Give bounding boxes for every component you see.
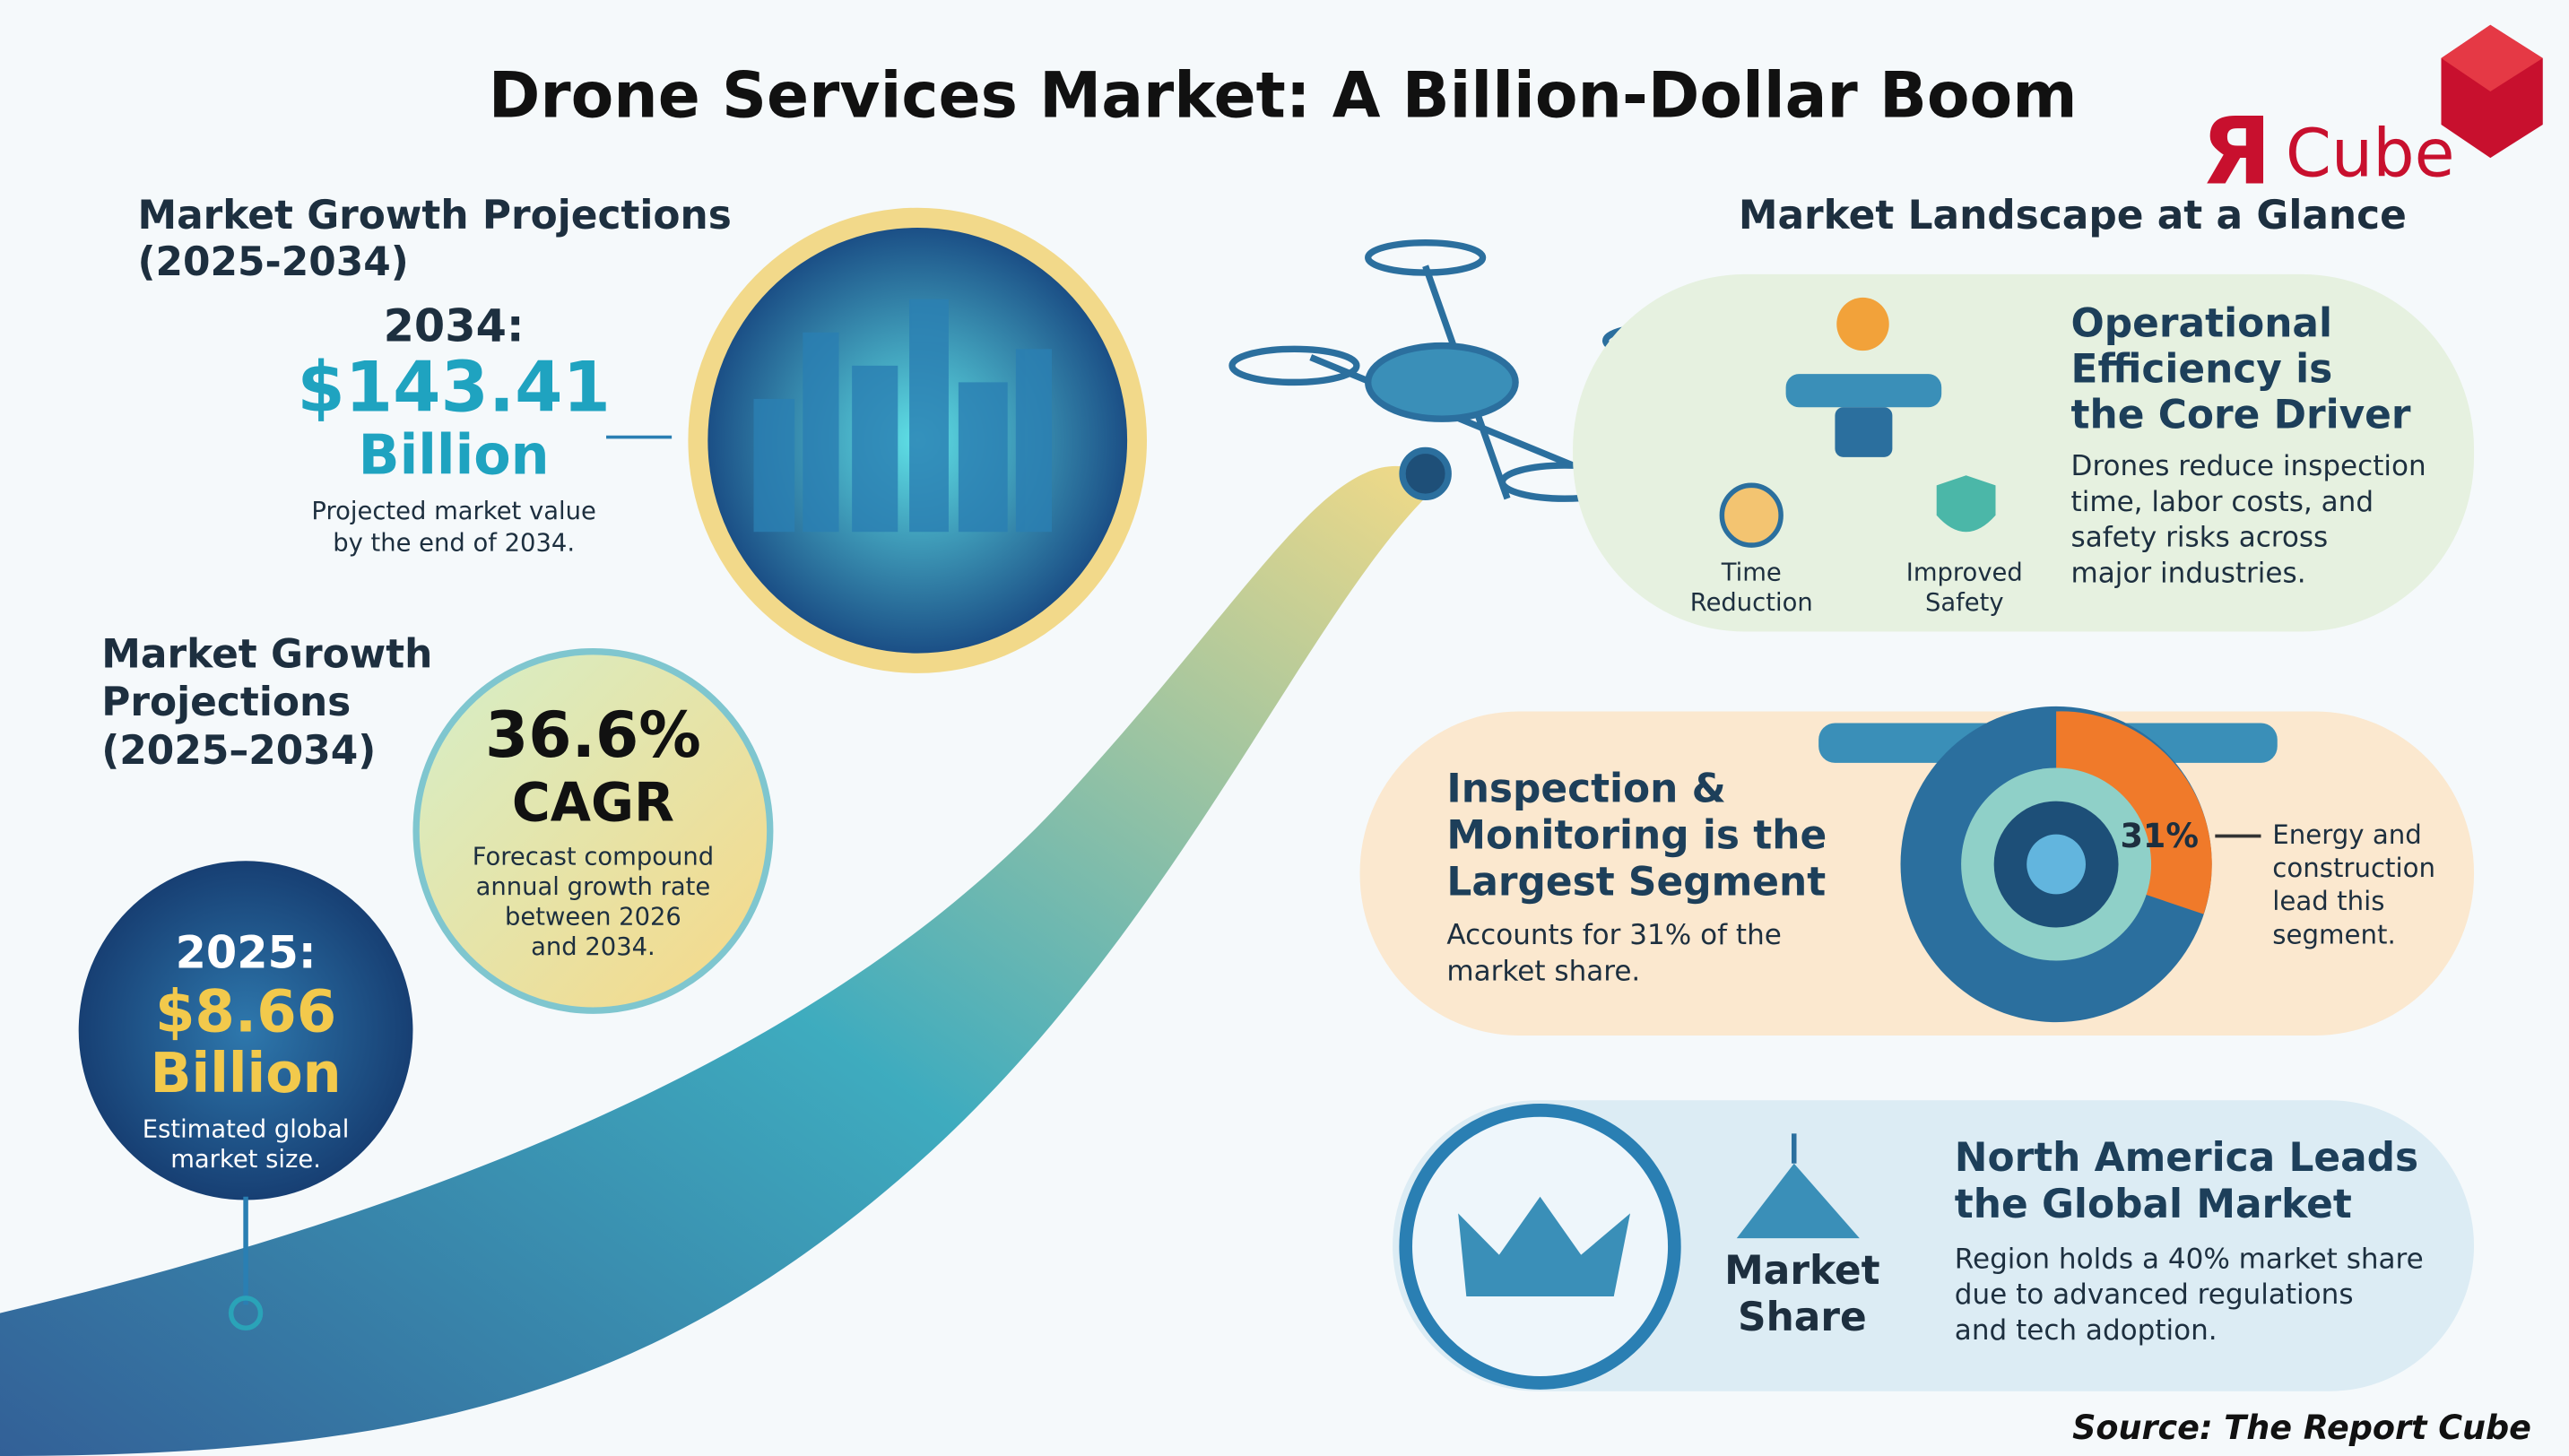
market-share-icon	[1399, 1103, 1860, 1390]
badge: Share	[1738, 1295, 1867, 1340]
unit: Billion	[151, 1043, 342, 1106]
card-text: Region holds a 40% market share	[1955, 1243, 2424, 1275]
card-text: Drones reduce inspection	[2071, 450, 2426, 482]
amount: $143.41	[297, 347, 611, 429]
note: market size.	[170, 1144, 321, 1174]
card-title: Inspection &	[1446, 766, 1725, 811]
efficiency-icons	[1719, 297, 1996, 548]
logo-mark: Я	[2201, 98, 2272, 206]
heading: (2025–2034)	[101, 728, 376, 774]
note: between 2026	[505, 901, 681, 931]
callout: construction	[2272, 853, 2435, 883]
year: 2034:	[384, 299, 525, 351]
segment-camera	[1818, 706, 2278, 1023]
cagr-rate: 36.6%	[485, 699, 701, 773]
card-text: time, labor costs, and	[2071, 486, 2374, 518]
heading: Market Growth Projections	[137, 193, 731, 238]
cagr-circle	[412, 648, 774, 1014]
card-text: major industries.	[2071, 557, 2306, 589]
unit: Billion	[359, 424, 550, 488]
year: 2025:	[176, 926, 317, 978]
title: Drone Services Market: A Billion-Dollar …	[489, 59, 2078, 133]
badge: 31%	[2120, 817, 2198, 855]
card-text: market share.	[1446, 955, 1640, 987]
callout: Energy and	[2272, 819, 2422, 850]
note: Projected market value	[311, 496, 595, 525]
source: Source: The Report Cube	[2072, 1408, 2531, 1447]
amount: $8.66	[155, 978, 336, 1046]
card-title: Efficiency is	[2071, 346, 2333, 392]
cagr-label: CAGR	[512, 771, 674, 834]
callout: lead this	[2272, 886, 2384, 916]
note: Estimated global	[143, 1114, 350, 1144]
heading: Market Growth	[101, 631, 432, 677]
note: annual growth rate	[476, 871, 711, 901]
connector-dot	[228, 1296, 264, 1331]
flight-swoosh	[0, 465, 1442, 1456]
logo-cube	[2441, 24, 2543, 159]
callout: segment.	[2272, 919, 2395, 949]
icon-label: Time	[1721, 557, 1782, 586]
circle-2025	[78, 861, 413, 1200]
icon-label: Reduction	[1690, 587, 1813, 617]
heading: Market Landscape at a Glance	[1739, 193, 2407, 238]
icon-label: Improved	[1906, 557, 2023, 586]
card-title: Monitoring is the	[1446, 812, 1827, 858]
heading: (2025-2034)	[137, 239, 408, 285]
card-efficiency	[1573, 273, 2475, 632]
icon-label: Safety	[1925, 587, 2004, 617]
note: by the end of 2034.	[333, 527, 575, 557]
note: Forecast compound	[473, 841, 714, 871]
card-title: North America Leads	[1955, 1135, 2418, 1181]
card-text: due to advanced regulations	[1955, 1278, 2354, 1311]
logo-text: Cube	[2286, 116, 2455, 193]
card-title: the Global Market	[1955, 1182, 2352, 1227]
card-title: the Core Driver	[2071, 392, 2411, 438]
card-text: Accounts for 31% of the	[1446, 919, 1781, 951]
card-title: Largest Segment	[1446, 859, 1826, 905]
card-text: safety risks across	[2071, 522, 2329, 554]
card-region	[1393, 1100, 2475, 1391]
city-skyline	[753, 299, 1053, 533]
heading: Projections	[101, 680, 351, 725]
card-title: Operational	[2071, 300, 2332, 346]
badge: Market	[1724, 1248, 1879, 1294]
note: and 2034.	[531, 932, 655, 961]
card-text: and tech adoption.	[1955, 1314, 2217, 1347]
